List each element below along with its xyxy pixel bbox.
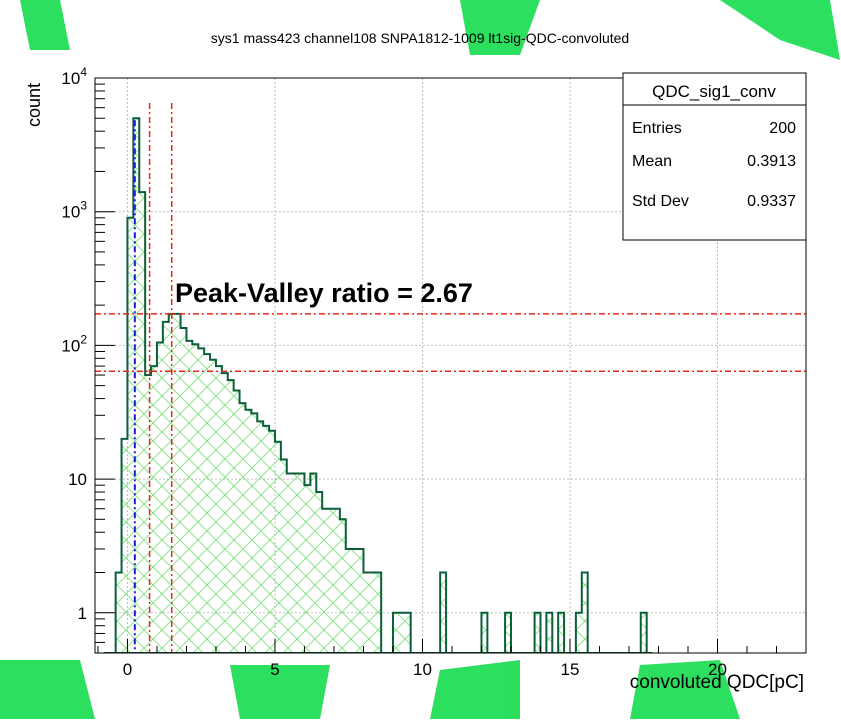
y-tick-label: 102 <box>61 332 87 355</box>
stats-mean-label: Mean <box>632 153 672 170</box>
plot-frame <box>94 77 807 654</box>
x-tick-label: 0 <box>123 660 132 679</box>
stats-box-title: QDC_sig1_conv <box>652 82 776 101</box>
chart-title: sys1 mass423 channel108 SNPA1812-1009 lt… <box>211 30 629 46</box>
histogram-layer <box>103 117 653 653</box>
reference-lines <box>95 103 806 653</box>
stats-stddev-value: 0.9337 <box>747 193 796 210</box>
axes: 0 5 10 15 20 1 10 102 103 104 <box>61 65 807 679</box>
stats-mean-value: 0.3913 <box>747 153 796 170</box>
y-tick-label: 103 <box>61 199 87 222</box>
y-tick-label: 104 <box>61 65 87 88</box>
peak-valley-annotation: Peak-Valley ratio = 2.67 <box>175 278 473 308</box>
x-tick-label: 15 <box>561 660 580 679</box>
x-tick-label: 5 <box>270 660 279 679</box>
x-tick-label: 10 <box>413 660 432 679</box>
histogram-outline <box>103 117 653 653</box>
stats-stddev-label: Std Dev <box>632 193 689 210</box>
histogram-fill <box>103 118 653 653</box>
y-tick-label: 1 <box>78 604 87 623</box>
stats-entries-value: 200 <box>769 120 796 137</box>
x-axis-label: convoluted QDC[pC] <box>630 672 804 693</box>
stats-box: QDC_sig1_conv Entries 200 Mean 0.3913 St… <box>622 72 807 241</box>
stats-entries-label: Entries <box>632 120 682 137</box>
y-tick-label: 10 <box>68 470 87 489</box>
x-tick-label: 20 <box>708 660 727 679</box>
y-axis-label: count <box>24 83 44 127</box>
